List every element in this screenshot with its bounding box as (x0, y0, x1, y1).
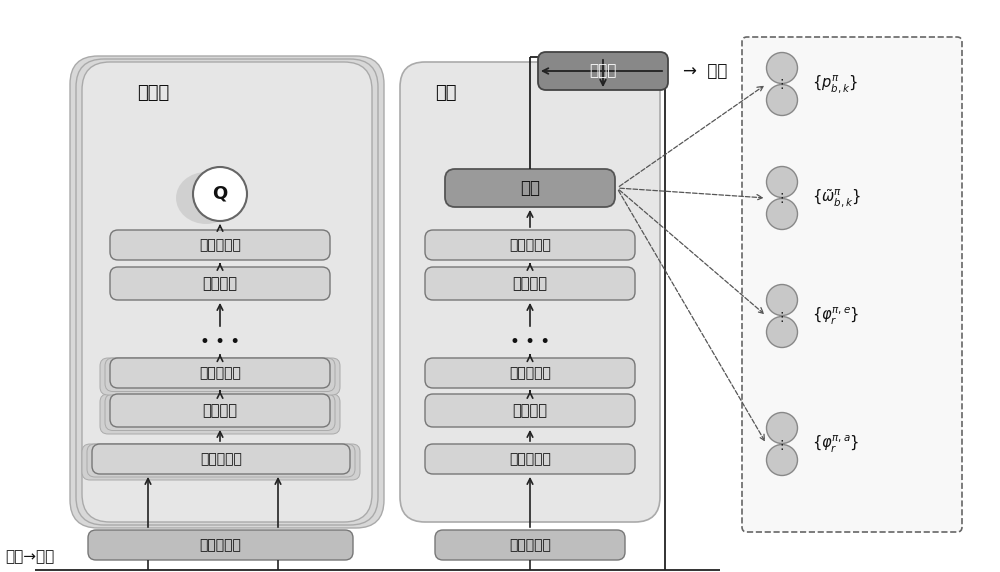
FancyBboxPatch shape (110, 230, 330, 260)
Circle shape (767, 412, 798, 443)
FancyBboxPatch shape (742, 37, 962, 532)
FancyBboxPatch shape (88, 530, 353, 560)
FancyBboxPatch shape (425, 267, 635, 300)
Circle shape (767, 53, 798, 84)
Text: 全连接层: 全连接层 (512, 276, 548, 291)
Circle shape (767, 166, 798, 197)
Text: 解码器: 解码器 (589, 63, 617, 78)
Circle shape (193, 167, 247, 221)
Text: 全连接层: 全连接层 (512, 403, 548, 418)
Circle shape (767, 198, 798, 229)
FancyBboxPatch shape (445, 169, 615, 207)
FancyBboxPatch shape (435, 530, 625, 560)
Text: ⋮: ⋮ (776, 311, 788, 324)
FancyBboxPatch shape (400, 62, 660, 522)
FancyBboxPatch shape (87, 444, 355, 477)
Text: 评论家: 评论家 (137, 84, 169, 102)
Text: 批归一化层: 批归一化层 (199, 238, 241, 252)
Text: $\{p^{\pi}_{b,k}\}$: $\{p^{\pi}_{b,k}\}$ (812, 73, 858, 95)
Circle shape (767, 284, 798, 316)
Text: ⋮: ⋮ (776, 439, 788, 451)
FancyBboxPatch shape (76, 59, 378, 525)
FancyBboxPatch shape (105, 394, 335, 431)
Text: 批归一化层: 批归一化层 (509, 238, 551, 252)
Text: $\{\varphi^{\pi,a}_{r}\}$: $\{\varphi^{\pi,a}_{r}\}$ (812, 434, 859, 455)
FancyBboxPatch shape (105, 358, 335, 391)
Text: 批归一化层: 批归一化层 (200, 538, 241, 552)
Text: ⋮: ⋮ (776, 193, 788, 205)
Text: 全连接层: 全连接层 (203, 276, 238, 291)
FancyBboxPatch shape (100, 358, 340, 395)
Text: 批归一化层: 批归一化层 (509, 366, 551, 380)
Text: $\{\tilde{\omega}^{\pi}_{b,k}\}$: $\{\tilde{\omega}^{\pi}_{b,k}\}$ (812, 187, 861, 209)
Circle shape (767, 316, 798, 348)
FancyBboxPatch shape (425, 394, 635, 427)
Text: 环境→状态: 环境→状态 (5, 549, 54, 564)
Text: • • •: • • • (200, 333, 240, 351)
Ellipse shape (176, 172, 236, 224)
Circle shape (767, 444, 798, 475)
Text: →  环境: → 环境 (683, 62, 727, 80)
Text: • • •: • • • (510, 333, 550, 351)
FancyBboxPatch shape (82, 444, 360, 480)
FancyBboxPatch shape (425, 230, 635, 260)
FancyBboxPatch shape (110, 394, 330, 427)
FancyBboxPatch shape (92, 444, 350, 474)
FancyBboxPatch shape (100, 394, 340, 434)
FancyBboxPatch shape (110, 267, 330, 300)
Text: 批归一化层: 批归一化层 (509, 452, 551, 466)
Text: Q: Q (212, 185, 228, 203)
FancyBboxPatch shape (110, 358, 330, 388)
Text: 批归一化层: 批归一化层 (199, 366, 241, 380)
Circle shape (767, 85, 798, 116)
Text: 批归一化层: 批归一化层 (509, 538, 551, 552)
FancyBboxPatch shape (538, 52, 668, 90)
Text: ⋮: ⋮ (776, 78, 788, 92)
FancyBboxPatch shape (70, 56, 384, 528)
FancyBboxPatch shape (425, 358, 635, 388)
Text: $\{\varphi^{\pi,e}_{r}\}$: $\{\varphi^{\pi,e}_{r}\}$ (812, 305, 859, 327)
Text: 全连接层: 全连接层 (203, 403, 238, 418)
Text: 动作: 动作 (520, 179, 540, 197)
FancyBboxPatch shape (425, 444, 635, 474)
FancyBboxPatch shape (82, 62, 372, 522)
Text: 批归一化层: 批归一化层 (200, 452, 242, 466)
Text: 演员: 演员 (435, 84, 456, 102)
